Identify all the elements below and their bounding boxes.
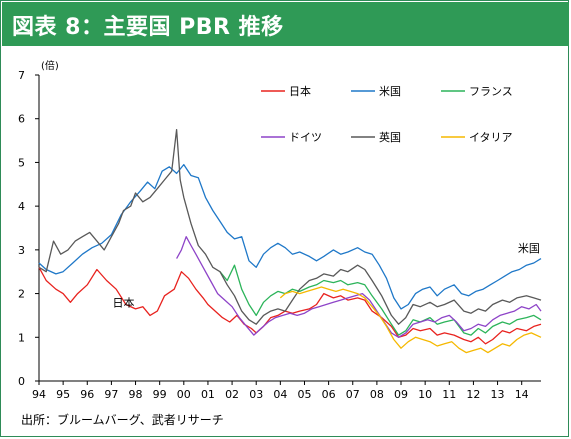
legend-label: 日本 bbox=[289, 84, 311, 98]
legend-label: 英国 bbox=[379, 130, 401, 144]
y-tick-label: 6 bbox=[18, 113, 25, 126]
x-tick-label: 09 bbox=[394, 388, 408, 401]
x-tick-label: 06 bbox=[322, 388, 336, 401]
x-tick-label: 08 bbox=[370, 388, 384, 401]
x-tick-label: 07 bbox=[346, 388, 360, 401]
x-tick-label: 01 bbox=[201, 388, 215, 401]
x-tick-label: 10 bbox=[418, 388, 432, 401]
x-tick-label: 98 bbox=[129, 388, 143, 401]
series-line-3 bbox=[38, 128, 542, 325]
x-tick-label: 13 bbox=[491, 388, 505, 401]
y-tick-label: 0 bbox=[18, 375, 25, 388]
legend-label: ドイツ bbox=[289, 131, 322, 144]
x-tick-label: 99 bbox=[153, 388, 167, 401]
y-tick-label: 2 bbox=[18, 288, 25, 301]
data-annotation: 日本 bbox=[112, 296, 134, 310]
y-tick-label: 4 bbox=[18, 200, 25, 213]
x-tick-label: 11 bbox=[442, 388, 456, 401]
legend-label: イタリア bbox=[469, 131, 513, 144]
x-tick-label: 04 bbox=[273, 388, 287, 401]
x-tick-label: 02 bbox=[225, 388, 239, 401]
x-tick-label: 03 bbox=[249, 388, 263, 401]
x-tick-label: 14 bbox=[515, 388, 529, 401]
x-tick-label: 00 bbox=[177, 388, 191, 401]
chart-title: 図表 8：主要国 PBR 推移 bbox=[12, 15, 284, 40]
legend-label: フランス bbox=[469, 85, 513, 98]
title-bar: 図表 8：主要国 PBR 推移 bbox=[2, 2, 569, 46]
y-tick-label: 1 bbox=[18, 331, 25, 344]
x-tick-label: 97 bbox=[104, 388, 118, 401]
x-tick-label: 95 bbox=[56, 388, 70, 401]
y-tick-label: 3 bbox=[18, 244, 25, 257]
series-line-5 bbox=[279, 286, 542, 354]
x-tick-label: 12 bbox=[466, 388, 480, 401]
legend-label: 米国 bbox=[379, 85, 401, 98]
annotations: 日本 米国 bbox=[112, 242, 539, 310]
series-lines bbox=[38, 128, 542, 354]
x-tick-label: 94 bbox=[32, 388, 46, 401]
y-tick-label: 5 bbox=[18, 156, 25, 169]
series-line-2 bbox=[219, 264, 542, 336]
source-note: 出所：ブルームバーグ、武者リサーチ bbox=[21, 413, 224, 427]
x-tick-label: 96 bbox=[80, 388, 94, 401]
x-tick-label: 05 bbox=[297, 388, 311, 401]
series-line-1 bbox=[38, 163, 542, 310]
data-annotation: 米国 bbox=[518, 242, 540, 255]
y-axis-label: (倍) bbox=[41, 59, 59, 72]
y-tick-label: 7 bbox=[18, 69, 25, 82]
series-line-4 bbox=[176, 236, 542, 338]
